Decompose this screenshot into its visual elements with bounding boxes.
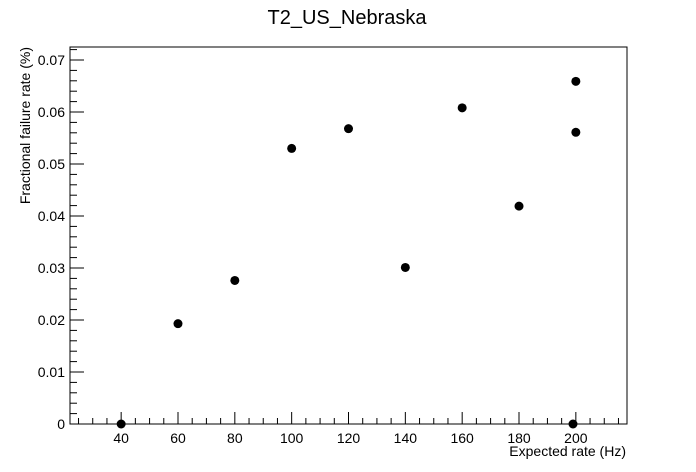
data-point	[571, 76, 581, 86]
y-tick-label: 0.01	[38, 364, 65, 380]
data-point	[514, 201, 524, 211]
plot-frame	[69, 46, 628, 425]
data-point	[287, 143, 297, 153]
y-tick-label: 0.07	[38, 52, 65, 68]
chart-title: T2_US_Nebraska	[268, 7, 428, 29]
data-point	[230, 275, 240, 285]
x-tick-label: 60	[170, 430, 186, 446]
x-tick-label: 140	[394, 430, 418, 446]
x-tick-label: 80	[227, 430, 243, 446]
data-point	[457, 103, 467, 113]
x-tick-label: 100	[280, 430, 304, 446]
axes: 40 60 80 100 120 140 160 180 200 0 0.01 0.02 0.03 0.0…	[38, 49, 619, 446]
x-tick-label: 40	[113, 430, 129, 446]
x-tick-label: 180	[507, 430, 531, 446]
y-axis-title: Fractional failure rate (%)	[17, 47, 33, 204]
y-tick-label: 0.05	[38, 156, 65, 172]
x-tick-label: 160	[450, 430, 474, 446]
data-point	[116, 419, 126, 429]
data-point	[571, 127, 581, 137]
data-point	[344, 124, 353, 134]
data-point	[173, 319, 183, 329]
y-tick-label: 0.04	[38, 208, 65, 224]
y-tick-label: 0	[57, 416, 65, 432]
x-axis-title: Expected rate (Hz)	[509, 443, 626, 459]
data-points	[116, 76, 581, 429]
data-point	[400, 262, 410, 272]
data-point	[568, 419, 578, 429]
y-tick-label: 0.03	[38, 260, 65, 276]
y-tick-label: 0.06	[38, 104, 65, 120]
x-tick-label: 200	[564, 430, 588, 446]
x-tick-label: 120	[337, 430, 361, 446]
y-tick-label: 0.02	[38, 312, 65, 328]
